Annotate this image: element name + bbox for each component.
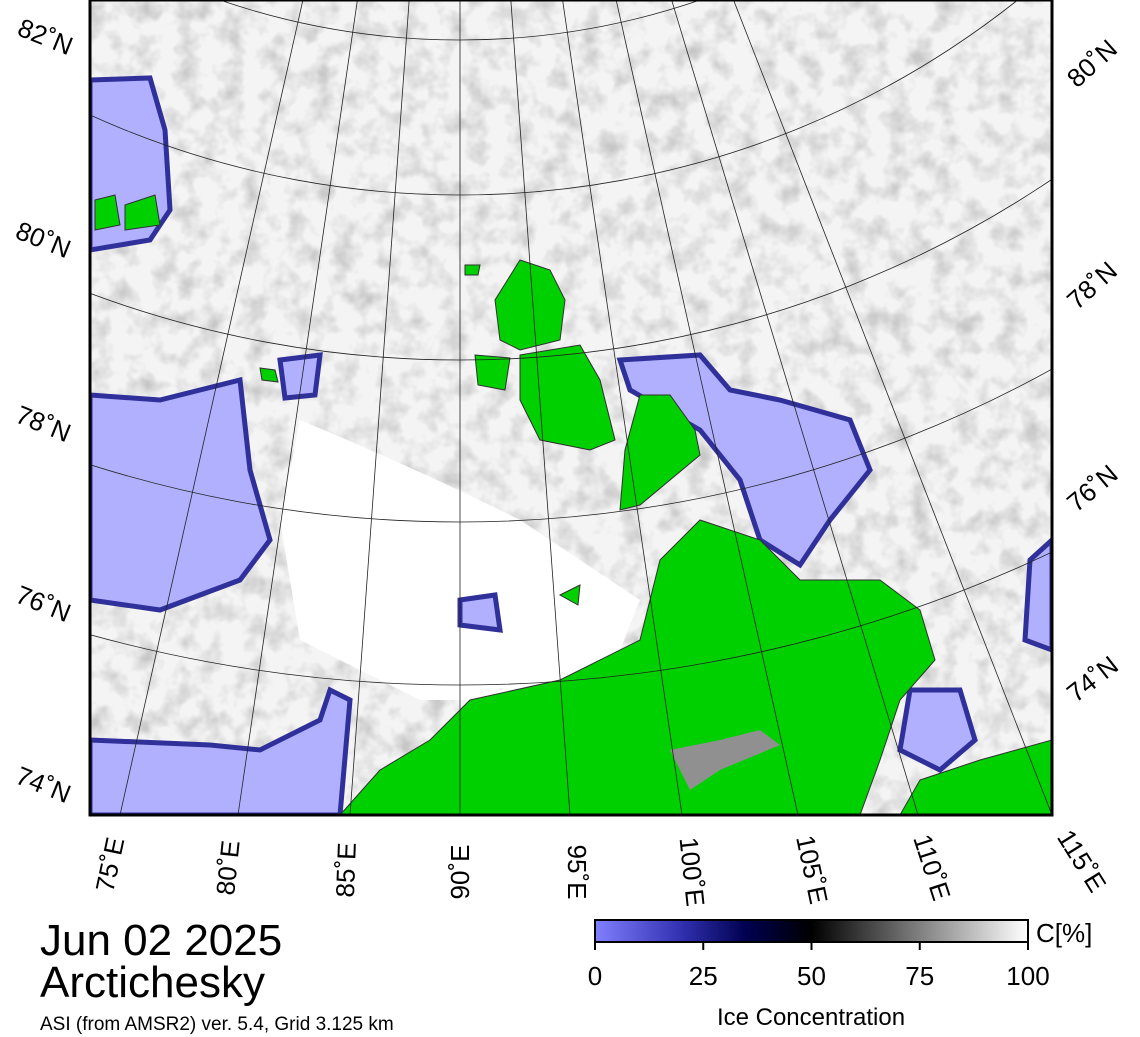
- colorbar-tick-label: 0: [588, 961, 602, 991]
- water: [90, 75, 1052, 815]
- land-ice: [670, 730, 780, 790]
- source: ASI (from AMSR2) ver. 5.4, Grid 3.125 km: [40, 1014, 394, 1035]
- colorbar-ramp: [594, 919, 1029, 943]
- colorbar-title: Ice Concentration: [717, 1004, 905, 1031]
- longitude-labels: 75˚E 80˚E 85˚E 90˚E 95˚E 100˚E 105˚E 110˚E 115˚E: [90, 824, 1113, 908]
- colorbar-tick-label: 25: [689, 961, 718, 991]
- longitude-label: 80˚E: [210, 839, 246, 897]
- latitude-labels-left: 82˚N 80˚N 78˚N 76˚N 74˚N: [12, 12, 77, 809]
- longitude-label: 105˚E: [790, 833, 834, 907]
- latitude-label: 80˚N: [12, 215, 75, 264]
- longitude-label: 85˚E: [330, 842, 362, 898]
- map-area: [90, 0, 1052, 815]
- longitude-label: 110˚E: [907, 831, 956, 904]
- latitude-label: 82˚N: [14, 12, 77, 61]
- latitude-label: 74˚N: [12, 760, 75, 809]
- graticule: [90, 0, 1052, 815]
- longitude-label: 100˚E: [674, 836, 711, 908]
- latitude-label: 78˚N: [12, 399, 75, 448]
- longitude-label: 75˚E: [90, 835, 131, 895]
- latitude-label: 80˚N: [1061, 33, 1123, 93]
- latitude-label: 76˚N: [12, 579, 75, 628]
- longitude-label: 95˚E: [562, 845, 592, 900]
- longitude-label: 90˚E: [445, 845, 475, 900]
- region: Arctichesky: [40, 958, 265, 1007]
- latitude-label: 78˚N: [1061, 255, 1123, 315]
- latitude-labels-right: 80˚N 78˚N 76˚N 74˚N: [1061, 33, 1124, 708]
- land: [94, 194, 1052, 815]
- latitude-label: 74˚N: [1061, 650, 1124, 708]
- colorbar-tick-label: 100: [1006, 961, 1049, 991]
- map-frame: [88, 0, 1054, 817]
- colorbar-unit: C[%]: [1036, 918, 1092, 948]
- date: Jun 02 2025: [40, 916, 282, 965]
- colorbar-tick-label: 75: [905, 961, 934, 991]
- colorbar-tick-label: 50: [797, 961, 826, 991]
- longitude-label: 115˚E: [1051, 824, 1112, 897]
- latitude-label: 76˚N: [1061, 459, 1123, 518]
- colorbar: C[%] Ice Concentration 0 25 50 75 100: [588, 918, 1093, 1031]
